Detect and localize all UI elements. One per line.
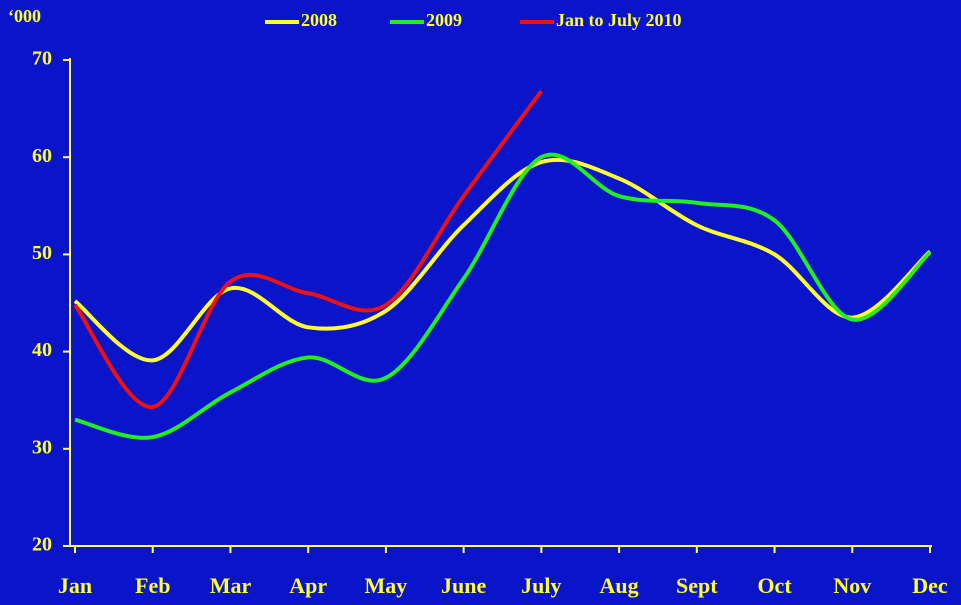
series-line (73, 89, 543, 410)
x-tick-label: Jan (58, 573, 92, 598)
unit-label: ‘000 (8, 6, 41, 26)
legend-label: Jan to July 2010 (556, 10, 682, 30)
legend-label: 2009 (426, 10, 462, 30)
x-tick-label: Dec (912, 573, 948, 598)
x-tick-label: Nov (833, 573, 871, 598)
x-tick-label: June (441, 573, 486, 598)
x-tick-label: Feb (135, 573, 170, 598)
y-tick-label: 60 (32, 145, 52, 167)
x-tick-label: Sept (676, 573, 718, 598)
y-tick-label: 50 (32, 242, 52, 264)
x-tick-label: May (365, 573, 408, 598)
series-line (74, 152, 932, 440)
y-tick-label: 40 (32, 339, 52, 361)
x-tick-label: Aug (600, 573, 639, 598)
series-line (73, 157, 932, 363)
x-tick-label: Mar (210, 573, 252, 598)
legend-label: 2008 (301, 10, 337, 30)
y-tick-label: 20 (32, 534, 52, 556)
y-tick-label: 70 (32, 48, 52, 70)
x-tick-label: July (521, 573, 561, 598)
y-tick-label: 30 (32, 436, 52, 458)
x-tick-label: Apr (289, 573, 327, 598)
x-tick-label: Oct (757, 573, 792, 598)
